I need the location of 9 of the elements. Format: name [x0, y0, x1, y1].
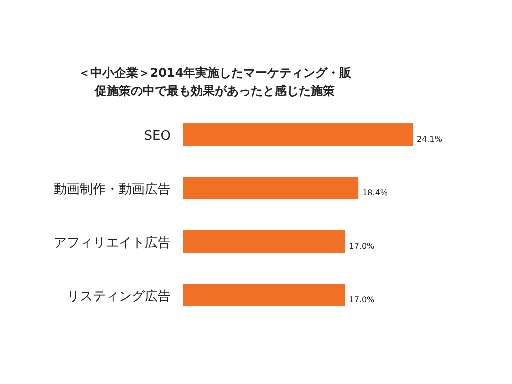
data-label: 18.4% — [362, 188, 388, 198]
data-label: 24.1% — [417, 134, 443, 144]
data-label: 17.0% — [349, 242, 376, 251]
data-label: 17.0% — [349, 295, 376, 304]
chart-title: ＜中小企業＞2014年実施したマーケティング・販促施策の中で最も効果があったと感じた施策 — [78, 66, 353, 98]
y-tick-label: リスティング広告 — [67, 288, 171, 304]
y-tick-label: SEO — [144, 128, 171, 144]
y-tick-label: 動画制作・動画広告 — [54, 181, 171, 198]
y-tick-label: アフィリエイト広告 — [54, 234, 171, 251]
